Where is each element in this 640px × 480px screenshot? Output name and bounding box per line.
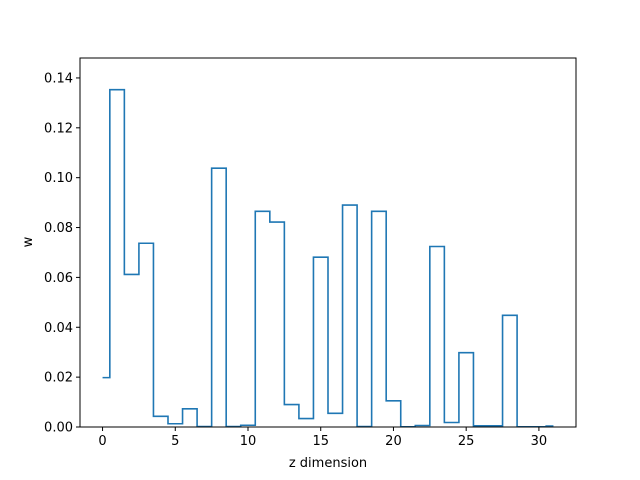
x-tick-label: 25 <box>458 434 475 449</box>
y-tick-label: 0.06 <box>44 271 73 286</box>
x-axis-ticks: 0 5 10 15 20 25 30 <box>98 427 547 449</box>
x-axis-label: z dimension <box>289 456 367 471</box>
y-tick-label: 0.14 <box>44 71 73 86</box>
y-tick-label: 0.02 <box>44 371 73 386</box>
axes-frame <box>79 57 577 428</box>
series-step-line <box>102 88 554 428</box>
x-tick-label: 30 <box>531 434 548 449</box>
x-tick-label: 20 <box>385 434 402 449</box>
y-axis-label: w <box>21 236 36 247</box>
y-tick-label: 0.12 <box>44 121 73 136</box>
y-tick-label: 0.04 <box>44 321 73 336</box>
y-tick-label: 0.08 <box>44 221 73 236</box>
x-tick-label: 10 <box>240 434 257 449</box>
y-tick-label: 0.00 <box>44 421 73 436</box>
plot-area <box>102 88 554 428</box>
x-tick-label: 15 <box>312 434 329 449</box>
x-tick-label: 0 <box>98 434 106 449</box>
y-axis-ticks: 0.00 0.02 0.04 0.06 0.08 0.10 0.12 0.14 <box>44 71 80 436</box>
x-tick-label: 5 <box>171 434 179 449</box>
y-tick-label: 0.10 <box>44 171 73 186</box>
